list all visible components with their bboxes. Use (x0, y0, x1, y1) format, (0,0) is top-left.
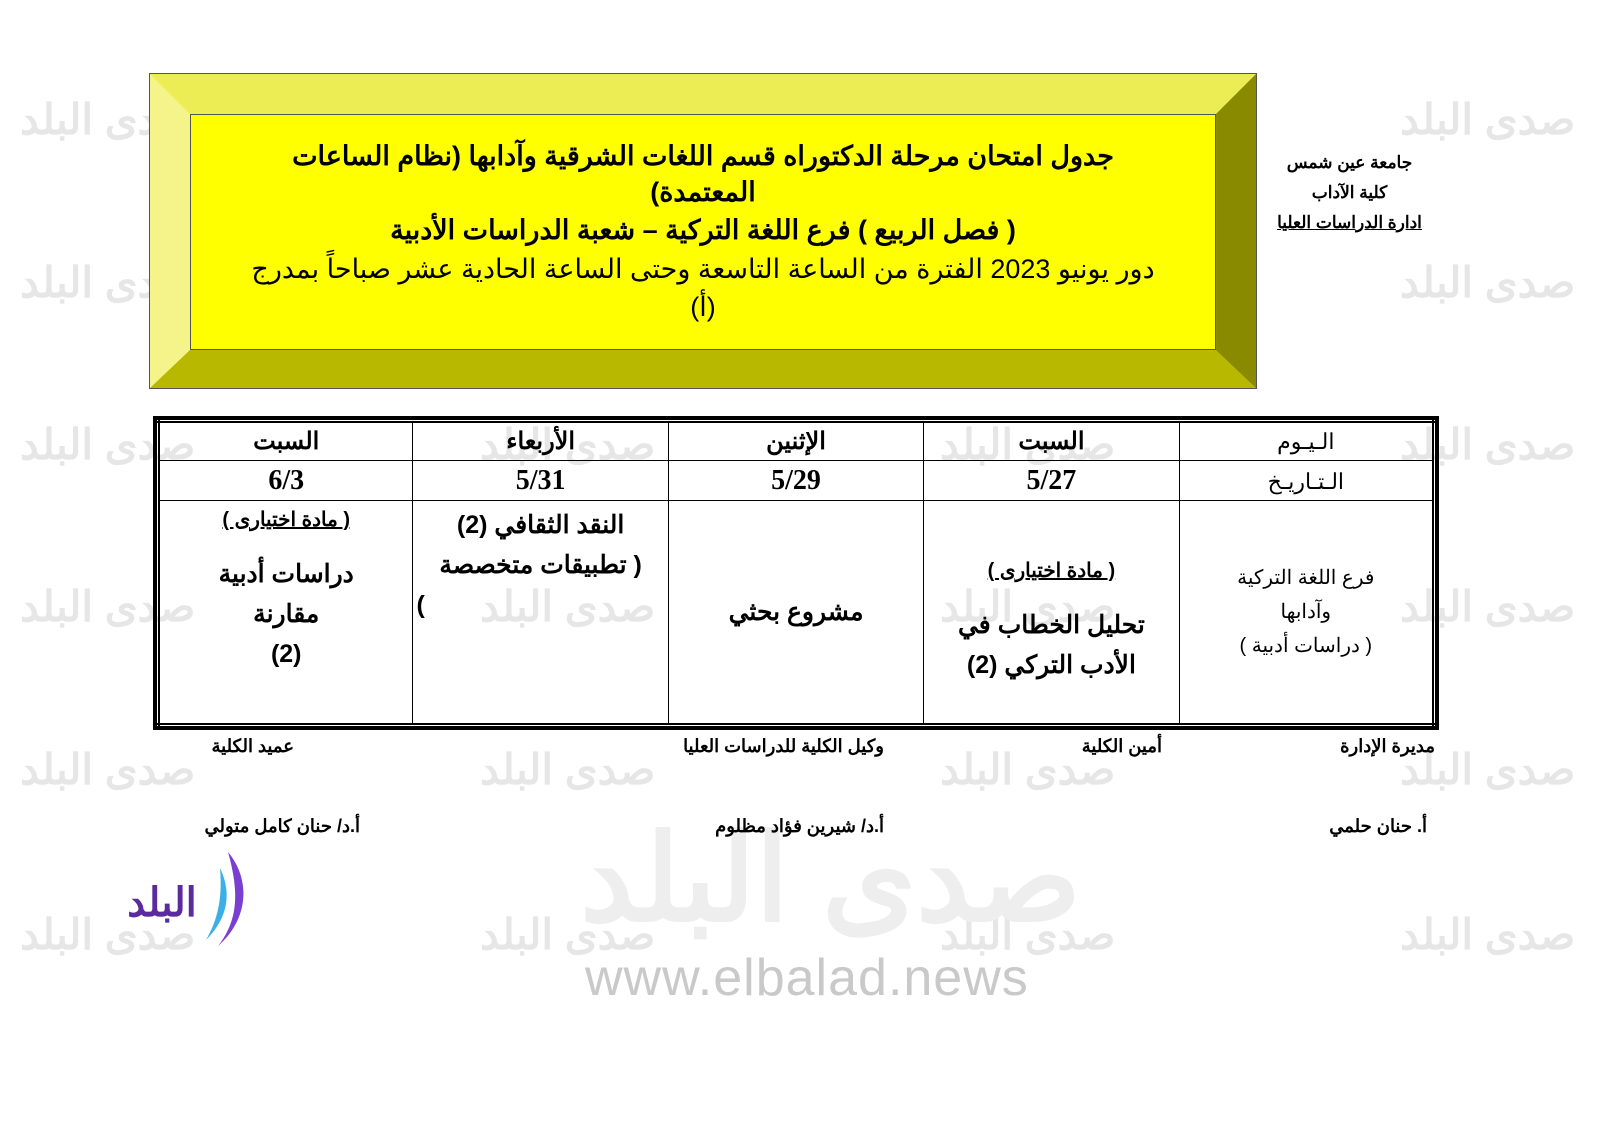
watermark-text: صدى البلد (940, 746, 1116, 793)
department-name: ادارة الدراسات العليا (1277, 213, 1422, 232)
subject-cell: ( مادة اختيارى ) تحليل الخطاب في الأدب ال… (923, 500, 1180, 726)
elbalad-logo: البلد (127, 852, 244, 946)
day-cell: الأربعاء (412, 420, 669, 461)
signature-name: أ. حنان حلمي (1329, 816, 1427, 836)
branch-cell: فرع اللغة التركية وآدابها( دراسات أدبية ) (1178, 500, 1436, 726)
title-line-2: ( فصل الربيع ) فرع اللغة التركية – شعبة … (390, 215, 1016, 245)
watermark-text: صدى البلد (20, 746, 196, 793)
signature-title: أمين الكلية (1081, 736, 1162, 756)
institution-header: جامعة عين شمس كلية الآداب ادارة الدراسات… (1262, 148, 1437, 238)
date-row: الـتـاريـخ 5/27 5/29 5/31 6/3 (156, 460, 1436, 501)
watermark-text: صدى البلد (480, 746, 656, 793)
watermark-text: صدى البلد (480, 911, 656, 958)
signature-name: أ.د/ شيرين فؤاد مظلوم (715, 816, 884, 836)
date-label: الـتـاريـخ (1178, 460, 1436, 501)
day-cell: الإثنين (667, 420, 925, 461)
date-cell: 5/27 (923, 460, 1180, 501)
title-line-1: جدول امتحان مرحلة الدكتوراه قسم اللغات ا… (292, 141, 1114, 207)
day-cell: السبت (156, 420, 414, 461)
date-cell: 5/31 (412, 460, 669, 501)
subject-cell: ( مادة اختيارى ) دراسات أدبية مقارنة (2) (156, 500, 414, 726)
watermark-text: صدى البلد (1400, 96, 1576, 143)
day-cell: السبت (923, 420, 1180, 461)
title-frame: جدول امتحان مرحلة الدكتوراه قسم اللغات ا… (149, 73, 1257, 389)
watermark-text: صدى البلد (1400, 746, 1576, 793)
date-cell: 6/3 (156, 460, 414, 501)
watermark-text: صدى البلد (940, 911, 1116, 958)
subject-row: فرع اللغة التركية وآدابها( دراسات أدبية )… (156, 500, 1436, 726)
university-name: جامعة عين شمس (1286, 153, 1413, 172)
subject-cell: النقد الثقافي (2)( تطبيقات متخصصة) (412, 500, 669, 726)
signature-title: عميد الكلية (211, 736, 295, 756)
title-line-3: دور يونيو 2023 الفترة من الساعة التاسعة … (251, 254, 1155, 322)
optional-label: ( مادة اختيارى ) (222, 509, 350, 531)
date-cell: 5/29 (667, 460, 925, 501)
subject-cell: مشروع بحثي (667, 500, 925, 726)
faculty-name: كلية الآداب (1311, 183, 1388, 202)
signature-name: أ.د/ حنان كامل متولي (204, 816, 360, 836)
watermark-text: صدى البلد (1400, 911, 1576, 958)
watermark-text: صدى البلد (1400, 259, 1576, 306)
signature-title: مديرة الإدارة (1340, 736, 1435, 756)
exam-schedule-table: الـيـوم السبت الإثنين الأربعاء السبت الـ… (153, 416, 1439, 730)
day-row: الـيـوم السبت الإثنين الأربعاء السبت (156, 420, 1436, 461)
watermark-large: صدى البلد (580, 812, 1081, 946)
svg-text:البلد: البلد (127, 881, 197, 925)
optional-label: ( مادة اختيارى ) (987, 560, 1116, 582)
watermark-url: www.elbalad.news (585, 949, 1029, 1007)
watermark-text: صدى البلد (20, 911, 196, 958)
signature-title: وكيل الكلية للدراسات العليا (683, 736, 884, 756)
day-label: الـيـوم (1178, 420, 1436, 461)
